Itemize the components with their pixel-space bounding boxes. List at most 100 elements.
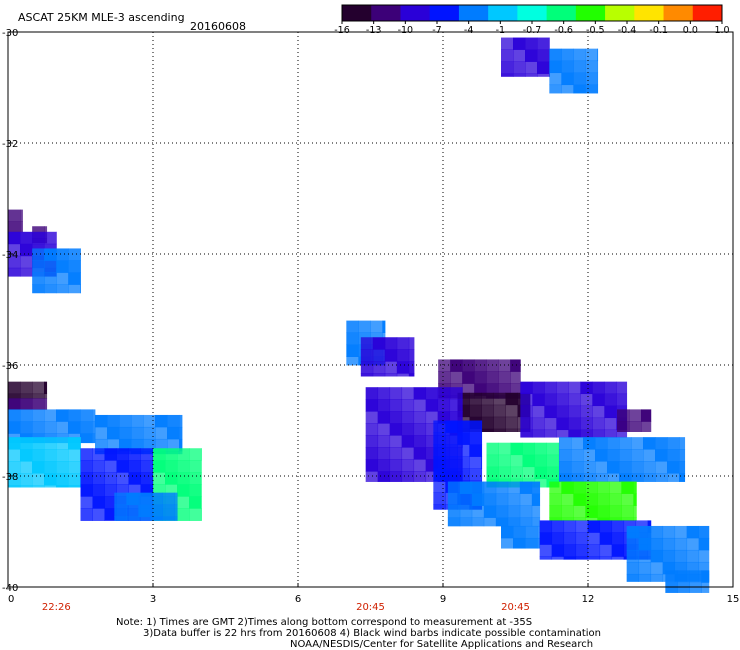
data-cell <box>382 320 386 333</box>
data-cell <box>619 449 632 462</box>
data-cell <box>44 398 48 410</box>
colorbar-swatch <box>546 5 577 21</box>
data-cell <box>486 442 499 456</box>
data-cell <box>389 459 403 472</box>
data-cell <box>372 361 386 374</box>
data-cell <box>162 504 175 518</box>
data-cell <box>80 472 93 485</box>
data-cell <box>20 485 33 488</box>
data-cell <box>413 423 427 436</box>
data-cell <box>525 37 538 50</box>
data-cell <box>592 381 605 395</box>
data-cell <box>662 525 676 539</box>
colorbar-tick-label: -10 <box>398 25 414 36</box>
data-cell <box>701 582 710 593</box>
data-cell <box>413 411 427 424</box>
data-cell <box>80 272 81 285</box>
data-cell <box>559 437 572 450</box>
data-cell <box>631 449 644 462</box>
colorbar-tick-label: -0.6 <box>554 25 573 36</box>
data-cell <box>56 449 69 462</box>
data-cell <box>483 493 497 506</box>
data-cell <box>469 404 482 418</box>
data-cell <box>471 493 485 506</box>
data-cell <box>573 84 586 94</box>
data-cell <box>510 442 523 456</box>
colorbar-swatch <box>692 5 723 21</box>
data-cell <box>140 472 153 485</box>
chart-date: 20160608 <box>190 20 246 33</box>
note-line-1: Note: 1) Times are GMT 2)Times along bot… <box>116 617 532 628</box>
data-cell <box>396 349 410 362</box>
data-cell <box>389 411 403 424</box>
data-cell <box>641 409 652 422</box>
data-cell <box>616 393 628 407</box>
data-cell <box>162 492 175 506</box>
data-cell <box>573 517 586 521</box>
data-cell <box>571 449 584 462</box>
data-cell <box>138 492 151 506</box>
x-tick-label: 0 <box>8 594 14 605</box>
data-cell <box>32 461 45 474</box>
data-cell <box>561 60 574 74</box>
data-cell <box>513 537 526 549</box>
data-cell <box>585 72 598 86</box>
data-cell <box>365 459 379 472</box>
data-cell <box>360 373 374 377</box>
data-swath <box>617 409 652 432</box>
data-swath <box>447 481 541 527</box>
data-swath <box>32 248 81 294</box>
data-cell <box>520 429 533 438</box>
data-swath <box>8 398 48 410</box>
data-cell <box>558 442 560 456</box>
data-cell <box>56 473 69 486</box>
data-cell <box>44 449 57 462</box>
data-cell <box>104 508 117 521</box>
data-cell <box>650 573 664 582</box>
data-cell <box>179 426 183 440</box>
note-line-3: NOAA/NESDIS/Center for Satellite Applica… <box>290 639 593 650</box>
data-cell <box>20 398 33 410</box>
time-labels: 22:26 20:45 20:45 <box>42 602 530 613</box>
data-cell <box>595 473 608 482</box>
data-cell <box>8 231 21 245</box>
data-cell <box>152 472 154 485</box>
data-cell <box>462 359 475 372</box>
data-cell <box>597 481 610 494</box>
data-cell <box>413 399 427 412</box>
data-cell <box>44 461 57 474</box>
data-cell <box>150 504 163 518</box>
data-cell <box>8 243 21 257</box>
data-cell <box>8 221 21 233</box>
data-cell <box>549 505 562 518</box>
data-cell <box>92 448 105 461</box>
data-cell <box>377 471 391 482</box>
data-cell <box>510 383 521 396</box>
data-cell <box>519 505 533 518</box>
data-cell <box>486 454 499 468</box>
data-cell <box>80 508 93 521</box>
data-cell <box>575 544 589 557</box>
data-cell <box>619 473 632 482</box>
colorbar-tick-label: -1 <box>496 25 505 36</box>
data-cell <box>401 435 415 448</box>
data-cell <box>365 423 379 436</box>
data-cell <box>44 409 57 422</box>
data-cell <box>20 381 33 395</box>
data-cell <box>619 461 632 474</box>
data-cell <box>595 461 608 474</box>
data-cell <box>633 517 637 521</box>
data-cell <box>413 387 427 400</box>
data-cell <box>372 373 386 377</box>
data-cell <box>469 456 482 469</box>
data-cell <box>537 37 550 50</box>
data-cell <box>32 437 45 450</box>
data-cell <box>450 371 463 384</box>
data-cell <box>153 460 166 473</box>
data-cell <box>20 267 33 277</box>
data-cell <box>585 84 598 94</box>
data-cell <box>377 459 391 472</box>
data-swath <box>501 525 541 549</box>
data-cell <box>568 393 581 407</box>
